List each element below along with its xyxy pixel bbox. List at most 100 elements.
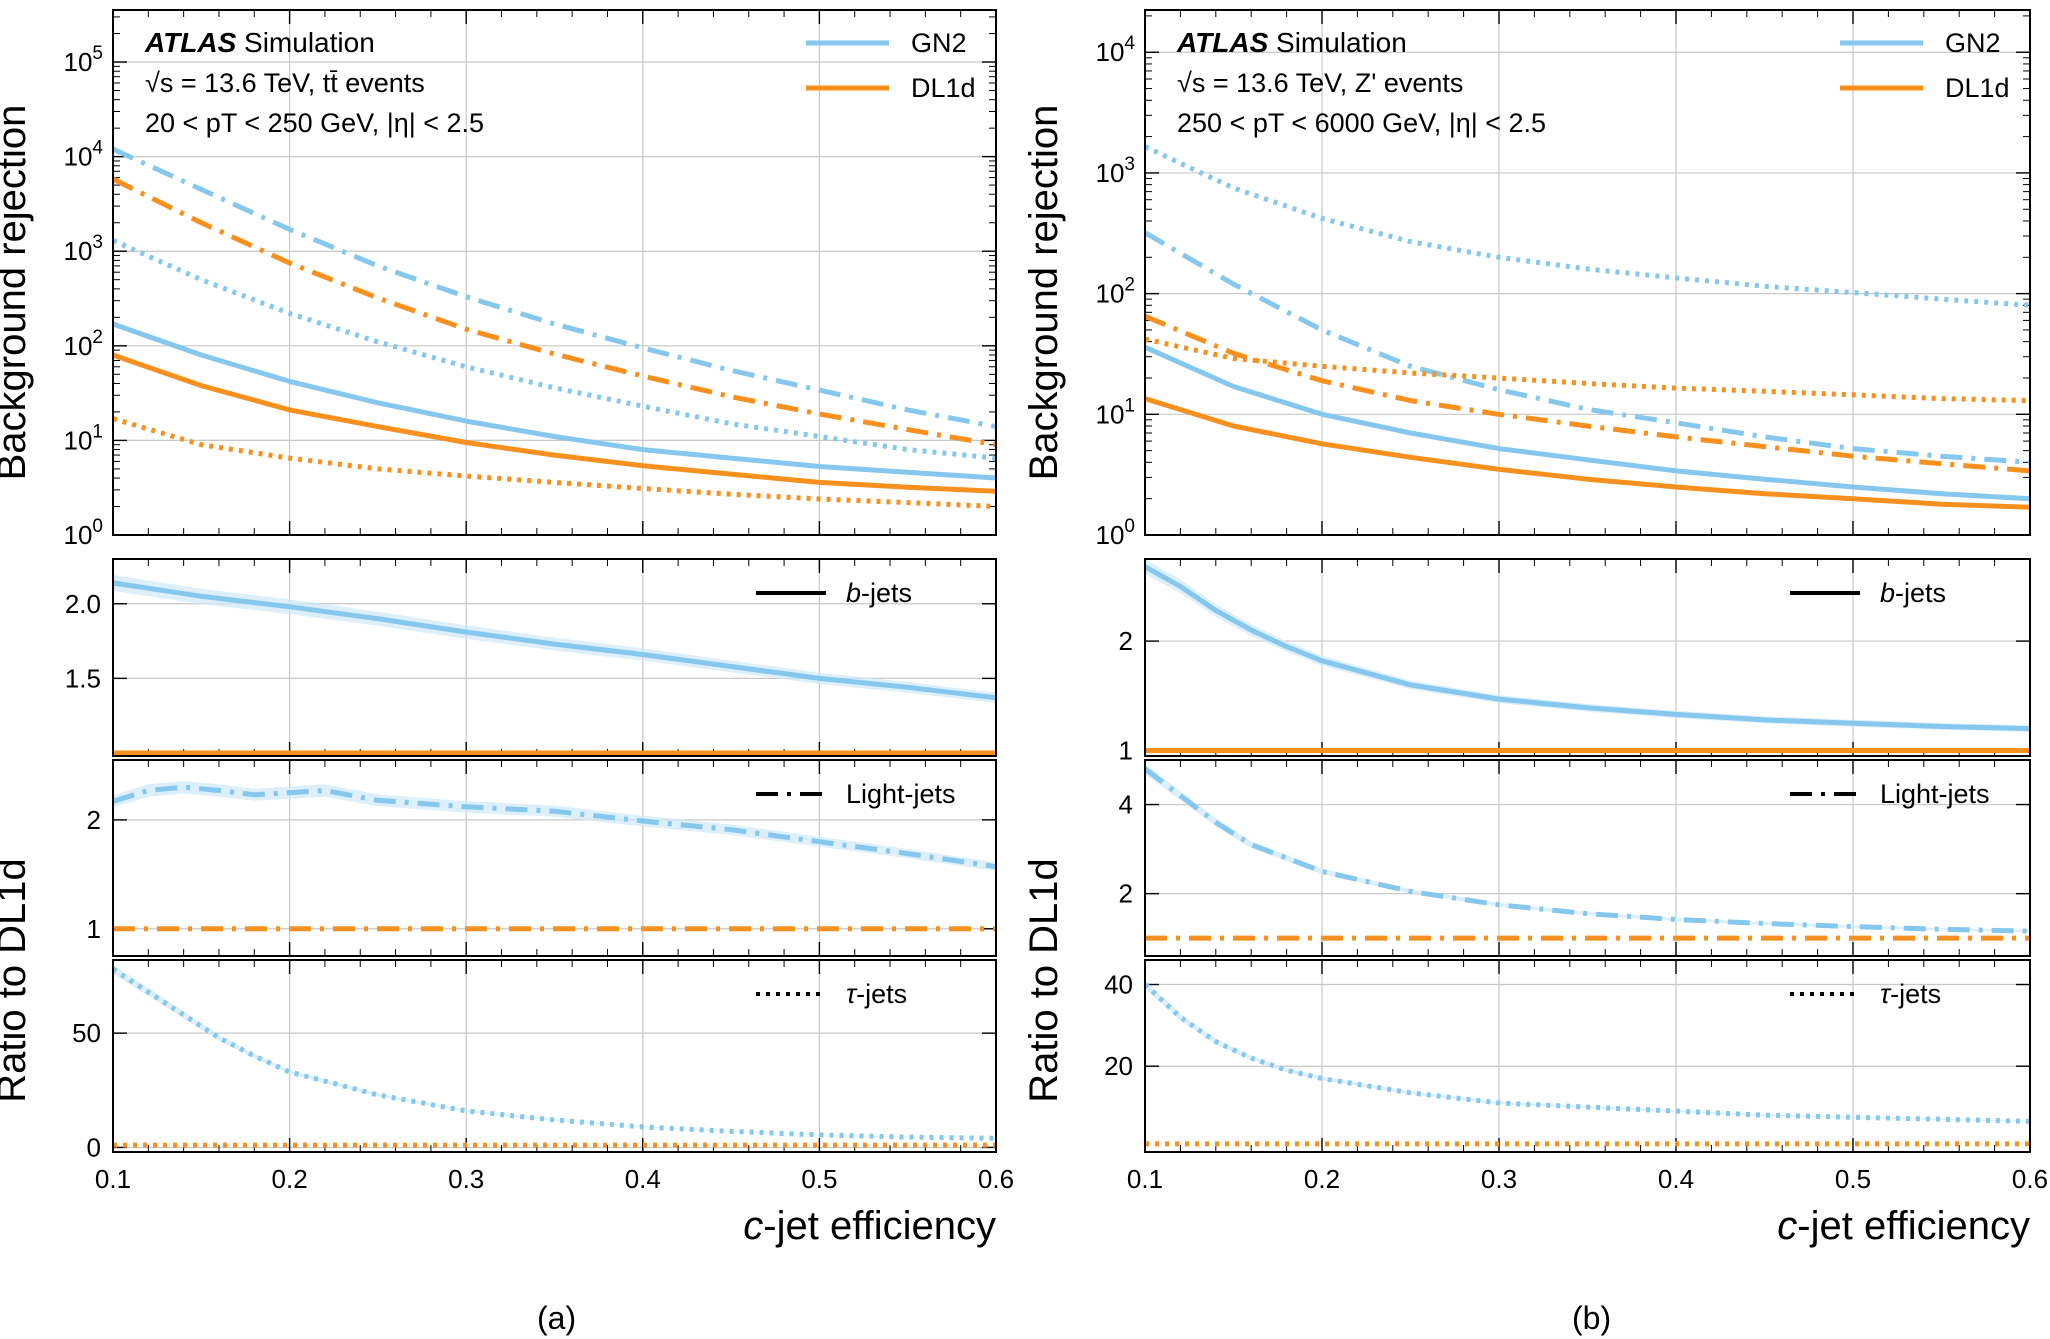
annotation-cuts: 20 < pT < 250 GeV, |η| < 2.5 [145, 108, 484, 138]
x-tick-label: 0.2 [272, 1164, 308, 1194]
x-tick-label: 0.4 [625, 1164, 661, 1194]
ratio-panel-tau: 0 50 τ-jets [72, 959, 997, 1162]
series-dl1d-light [111, 176, 997, 448]
series-gn2-b [1143, 344, 2031, 502]
ratio-panel-b: 1 2 b-jets [1119, 558, 2031, 766]
annotation-energy: √s = 13.6 TeV, Z' events [1177, 68, 1463, 98]
plot-frame [112, 558, 997, 757]
x-tick-label: 0.4 [1658, 1164, 1694, 1194]
top-panel: 100 101 102 103 104 105 ATLAS Simulation √s = 1… [64, 9, 997, 550]
plot-frame [1144, 759, 2031, 957]
y-tick-label: 102 [64, 327, 104, 361]
ratio-panel-b: 1.5 2.0 b-jets [65, 558, 997, 757]
series-dl1d-tau [112, 416, 997, 509]
caption-b: (b) [1572, 1300, 1612, 1336]
y-tick-label: 20 [1104, 1051, 1133, 1081]
series-gn2-light [111, 146, 997, 430]
legend-label-gn2: GN2 [1945, 28, 2001, 58]
y-tick-label: 101 [1096, 395, 1136, 429]
ratio-panel-light: 2 4 Light-jets [1119, 759, 2031, 957]
y-tick-label: 2 [87, 805, 101, 835]
annotation-energy: √s = 13.6 TeV, tt̄ events [145, 68, 425, 98]
ratio-panel-tau: 20 40 τ-jets [1104, 959, 2031, 1153]
plot-frame [112, 9, 997, 536]
atlas-label: ATLAS Simulation [1176, 27, 1407, 58]
y-tick-label: 4 [1119, 790, 1133, 820]
x-tick-label: 0.6 [2012, 1164, 2048, 1194]
x-tick-label: 0.3 [448, 1164, 484, 1194]
x-tick-label: 0.5 [801, 1164, 837, 1194]
caption-a: (a) [537, 1300, 577, 1336]
x-tick-label: 0.5 [1835, 1164, 1871, 1194]
plot-frame [1144, 558, 2031, 757]
legend-label-dl1d: DL1d [911, 73, 976, 103]
y-tick-label: 2 [1119, 879, 1133, 909]
y-tick-label: 0 [87, 1132, 101, 1162]
ratio-gn2-light [112, 784, 997, 870]
chart-b: 100 101 102 103 104 ATLAS Simulation √s = 13.6… [1022, 9, 2048, 1248]
flavor-legend-label: b-jets [1880, 578, 1946, 608]
y-axis-label-top: Background rejection [1022, 105, 1066, 481]
y-tick-label: 40 [1104, 970, 1133, 1000]
y-axis-label-ratio: Ratio to DL1d [1022, 858, 1066, 1103]
annotation: ATLAS Simulation √s = 13.6 TeV, Z' events… [1176, 27, 1546, 138]
y-tick-label: 2.0 [65, 589, 101, 619]
y-tick-label: 104 [1096, 33, 1136, 67]
y-tick-label: 100 [1096, 516, 1136, 550]
y-tick-label: 102 [1096, 275, 1136, 309]
y-tick-label: 105 [64, 43, 104, 77]
y-tick-label: 104 [64, 138, 104, 172]
x-tick-label: 0.2 [1304, 1164, 1340, 1194]
series-gn2-b [112, 321, 997, 481]
flavor-legend-label: Light-jets [846, 779, 956, 809]
uncertainty-band [1145, 980, 2030, 1122]
y-tick-label: 1 [1119, 736, 1133, 766]
legend-models: GN2 DL1d [806, 28, 976, 103]
x-axis-label: c-jet efficiency [1777, 1204, 2030, 1248]
y-axis-label-ratio: Ratio to DL1d [0, 858, 34, 1103]
x-tick-label: 0.6 [978, 1164, 1014, 1194]
plot-frame [112, 959, 997, 1153]
y-tick-label: 1.5 [65, 663, 101, 693]
y-tick-label: 50 [72, 1018, 101, 1048]
ratio-panel-light: 1 2 Light-jets [87, 759, 997, 957]
y-tick-label: 103 [1096, 154, 1136, 188]
legend-models: GN2 DL1d [1840, 28, 2010, 103]
flavor-legend-label: b-jets [846, 578, 912, 608]
ratio-gn2-b [112, 580, 997, 701]
series-dl1d-light [1144, 313, 2031, 474]
series-dl1d-b [1144, 396, 2031, 510]
x-tick-label: 0.1 [1127, 1164, 1163, 1194]
annotation: ATLAS Simulation √s = 13.6 TeV, tt̄ event… [144, 27, 484, 138]
ratio-gn2-tau [111, 967, 997, 1141]
y-axis-label-top: Background rejection [0, 105, 34, 481]
flavor-legend-label: τ-jets [1880, 979, 1941, 1009]
annotation-cuts: 250 < pT < 6000 GeV, |η| < 2.5 [1177, 108, 1546, 138]
y-tick-label: 2 [1119, 626, 1133, 656]
legend-label-gn2: GN2 [911, 28, 967, 58]
series-dl1d-tau [1144, 336, 2031, 404]
flavor-legend-label: τ-jets [846, 979, 907, 1009]
legend-label-dl1d: DL1d [1945, 73, 2010, 103]
series-gn2-tau [1143, 144, 2031, 308]
plot-frame [1144, 959, 2031, 1153]
y-tick-label: 103 [64, 232, 104, 266]
x-tick-label: 0.3 [1481, 1164, 1517, 1194]
top-panel: 100 101 102 103 104 ATLAS Simulation √s = 13.6… [1096, 9, 2031, 550]
x-tick-label: 0.1 [95, 1164, 131, 1194]
ratio-gn2-light [1143, 766, 2031, 934]
y-tick-label: 100 [64, 516, 104, 550]
y-tick-label: 1 [87, 914, 101, 944]
plot-frame [1144, 9, 2031, 536]
series-gn2-tau [111, 238, 997, 461]
x-axis-label: c-jet efficiency [743, 1204, 996, 1248]
y-tick-label: 101 [64, 421, 104, 455]
atlas-label: ATLAS Simulation [144, 27, 375, 58]
plot-frame [112, 759, 997, 957]
flavor-legend-label: Light-jets [1880, 779, 1990, 809]
series-dl1d-b [112, 352, 997, 494]
ratio-gn2-tau [1143, 982, 2031, 1124]
ratio-gn2-b [1143, 564, 2031, 732]
